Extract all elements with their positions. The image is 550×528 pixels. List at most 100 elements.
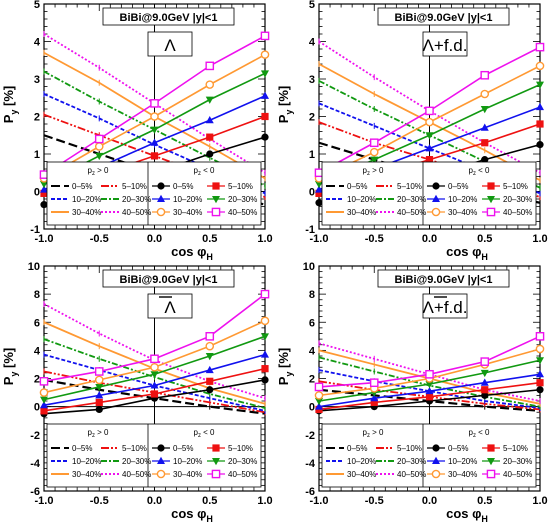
- series-neg-marker: [40, 201, 48, 209]
- series-pos-line: [43, 113, 266, 198]
- panel-2: -1 0 1 2 3 4 5 -1.0 -0.5 0.0 0.5 1.0 cos φH Py [%] BiB…: [276, 0, 548, 262]
- y-tick-label: 10: [28, 261, 40, 273]
- y-tick-label: 2: [309, 374, 315, 386]
- series-neg-marker: [40, 189, 48, 197]
- y-tick-label: -2: [305, 430, 315, 442]
- series-neg-marker: [315, 398, 323, 406]
- series-neg-marker: [536, 120, 544, 128]
- legend-neg-label: 10–20%: [448, 457, 477, 466]
- legend-neg-marker: [432, 444, 440, 452]
- series-neg-marker: [536, 379, 544, 387]
- x-tick-label: 0.0: [422, 233, 437, 245]
- y-tick-label: 1: [34, 149, 40, 161]
- series-neg-marker: [95, 398, 103, 407]
- series-neg-marker: [150, 354, 159, 364]
- series-neg-marker: [536, 370, 544, 378]
- series-neg-marker: [261, 112, 269, 121]
- x-tick-label: -0.5: [90, 233, 109, 245]
- series-neg-marker: [39, 170, 49, 179]
- legend-neg-label: 40–50%: [503, 470, 532, 479]
- series-neg-marker: [94, 367, 104, 376]
- y-tick-label: 10: [303, 261, 315, 273]
- y-axis-title: Py [%]: [1, 86, 19, 124]
- y-tick-label: 4: [309, 37, 316, 49]
- series-neg-marker: [480, 378, 489, 386]
- series-neg-marker: [481, 386, 489, 394]
- y-tick-label: 2: [309, 112, 315, 124]
- legend-neg-marker: [486, 207, 496, 217]
- legend-neg-label: 30–40%: [173, 470, 202, 479]
- header-label: BiBi@9.0GeV |y|<1: [395, 274, 493, 286]
- series-neg-marker: [315, 402, 323, 410]
- legend-neg-marker: [211, 469, 221, 479]
- series-neg-marker: [150, 99, 159, 108]
- series-neg-marker: [480, 369, 489, 378]
- x-axis-title: cos φH: [171, 506, 213, 523]
- series-neg-marker: [369, 138, 379, 148]
- series-neg-marker: [260, 50, 270, 59]
- legend-right-title: pz < 0: [468, 428, 490, 439]
- series-neg-marker: [206, 386, 214, 394]
- legend-neg-label: 0–5%: [448, 182, 468, 191]
- series-neg-marker: [261, 133, 269, 141]
- header-box: [377, 269, 510, 288]
- series-neg-marker: [206, 150, 214, 158]
- legend-pos-label: 30–40%: [72, 208, 101, 217]
- legend-neg-marker: [487, 444, 495, 452]
- legend-neg-marker: [431, 207, 441, 217]
- series-neg-marker: [40, 401, 48, 409]
- series-neg-marker: [260, 316, 270, 326]
- particle-label: Λ+f.d.: [423, 298, 468, 317]
- header-box: [102, 7, 235, 26]
- series-neg-marker: [315, 181, 323, 189]
- y-tick-label: -6: [30, 486, 40, 498]
- legend-pos-label: 0–5%: [72, 444, 92, 453]
- header-label: BiBi@9.0GeV |y|<1: [120, 12, 218, 24]
- legend-neg-label: 10–20%: [448, 195, 477, 204]
- legend-pos-label: 20–30%: [397, 195, 426, 204]
- y-tick-label: 8: [309, 289, 315, 301]
- series-neg-marker: [261, 91, 269, 99]
- legend-neg-marker: [432, 456, 440, 464]
- legend-neg-label: 5–10%: [503, 182, 528, 191]
- series-neg-marker: [150, 371, 159, 379]
- series-neg-marker: [205, 365, 214, 374]
- y-tick-label: -1: [305, 224, 315, 236]
- legend-box: [321, 423, 537, 488]
- y-tick-label: 4: [309, 345, 316, 357]
- y-tick-label: 0: [34, 402, 40, 414]
- legend-neg-label: 5–10%: [228, 444, 253, 453]
- series-neg-marker: [205, 80, 215, 89]
- legend-pos-label: 0–5%: [72, 182, 92, 191]
- series-neg-marker: [481, 139, 489, 147]
- legend-pos-label: 20–30%: [122, 195, 151, 204]
- legend-pos-label: 30–40%: [347, 208, 376, 217]
- series-neg-marker: [150, 362, 159, 372]
- panel-4: -6 -4 -2 0 2 4 6 8 10 -1.0 -0.5 0.0 0.5 1.0 cos φH Py […: [276, 261, 548, 524]
- series-neg-marker: [260, 289, 270, 299]
- legend-pos-label: 5–10%: [397, 444, 422, 453]
- legend-neg-label: 30–40%: [173, 208, 202, 217]
- legend-neg-label: 20–30%: [228, 195, 257, 204]
- series-neg-marker: [95, 405, 103, 414]
- series-neg-marker: [425, 386, 434, 395]
- series-neg-marker: [40, 185, 48, 193]
- legend-right-title: pz < 0: [193, 166, 215, 177]
- legend-neg-label: 5–10%: [228, 182, 253, 191]
- series-neg-marker: [94, 134, 104, 144]
- series-neg-marker: [205, 332, 215, 341]
- series-neg-marker: [536, 81, 544, 89]
- series-neg-marker: [314, 168, 324, 178]
- particle-box: [147, 293, 193, 319]
- y-tick-label: 6: [309, 317, 315, 329]
- legend-box: [46, 423, 262, 488]
- legend-box: [321, 161, 537, 226]
- series-neg-marker: [261, 350, 269, 358]
- y-tick-label: 2: [34, 374, 40, 386]
- series-neg-marker: [261, 365, 269, 373]
- panel-3: -6 -4 -2 0 2 4 6 8 10 -1.0 -0.5 0.0 0.5 1.0 cos φH Py […: [1, 261, 273, 524]
- legend-pos-label: 40–50%: [122, 470, 151, 479]
- x-tick-label: 0.5: [202, 495, 217, 507]
- legend-neg-label: 30–40%: [448, 470, 477, 479]
